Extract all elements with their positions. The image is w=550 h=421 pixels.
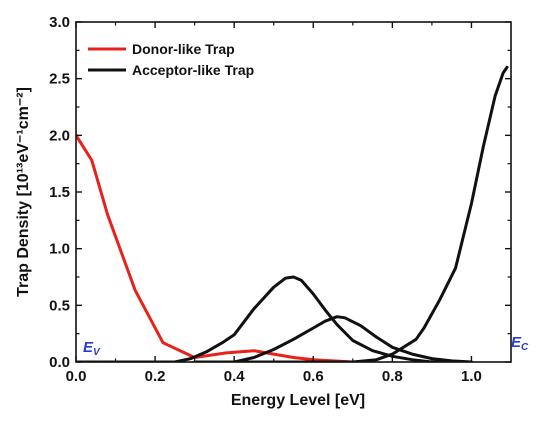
band-label-ec: EC xyxy=(511,334,529,353)
band-label-ec-main: E xyxy=(511,334,522,351)
plot-background xyxy=(76,22,511,362)
band-label-ev-main: E xyxy=(83,339,94,356)
y-tick-label-1: 0.5 xyxy=(49,297,70,314)
band-label-ev-sub: V xyxy=(93,347,101,358)
y-axis-title: Trap Density [10¹³eV⁻¹cm⁻²] xyxy=(15,87,32,297)
y-tick-label-5: 2.5 xyxy=(49,71,70,88)
band-label-ec-sub: C xyxy=(521,342,529,353)
y-tick-label-4: 2.0 xyxy=(49,127,70,144)
legend-label-acceptor: Acceptor-like Trap xyxy=(132,62,254,78)
x-tick-label-1: 0.2 xyxy=(145,368,166,385)
series-line-1 xyxy=(76,275,454,362)
plot-area xyxy=(76,22,511,362)
x-axis-title: Energy Level [eV] xyxy=(231,392,365,409)
x-tick-label-0: 0.0 xyxy=(66,368,87,385)
x-tick-label-3: 0.6 xyxy=(303,368,324,385)
y-tick-label-0: 0.0 xyxy=(49,354,70,371)
x-tick-label-2: 0.4 xyxy=(224,368,246,385)
y-tick-label-2: 1.0 xyxy=(49,241,70,258)
y-tick-label-3: 1.5 xyxy=(49,184,70,201)
x-tick-label-4: 0.8 xyxy=(382,368,403,385)
axes-layer: 0.0 0.2 0.4 0.6 0.8 1.0 0.0 0.5 1.0 1.5 2.0 2.5 3.0 xyxy=(49,14,512,385)
series-line-2 xyxy=(193,315,473,362)
legend-label-donor: Donor-like Trap xyxy=(132,41,235,57)
x-tick-label-5: 1.0 xyxy=(461,368,482,385)
band-label-ev: EV xyxy=(83,339,101,358)
y-tick-label-6: 3.0 xyxy=(49,14,70,31)
band-labels: EV EC xyxy=(83,334,529,358)
legend: Donor-like Trap Acceptor-like Trap xyxy=(88,41,254,78)
